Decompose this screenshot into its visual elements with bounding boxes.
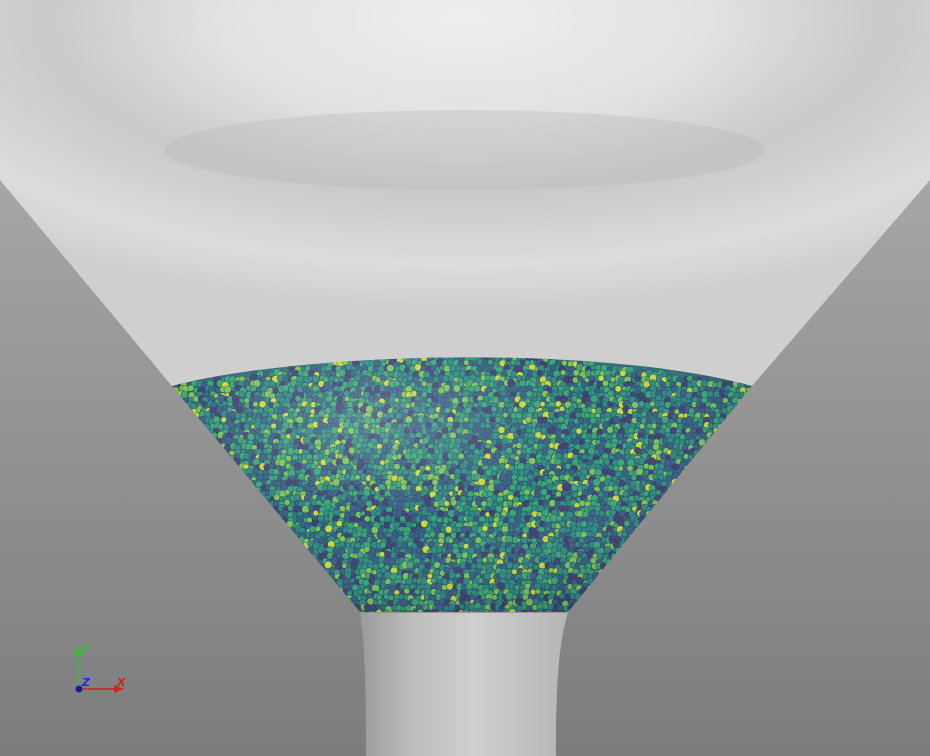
x-axis-arrow [114,685,124,693]
y-axis-arrow [75,645,83,655]
y-axis-label: Y [83,642,92,655]
outlet-pipe [360,612,568,756]
hopper-upper-shell [0,0,930,386]
hopper-shadow-band [165,110,765,190]
axes-triad: Y Z X [75,642,126,693]
z-axis-origin [75,685,83,693]
x-axis-label: X [116,676,126,689]
z-axis-label: Z [81,676,91,689]
